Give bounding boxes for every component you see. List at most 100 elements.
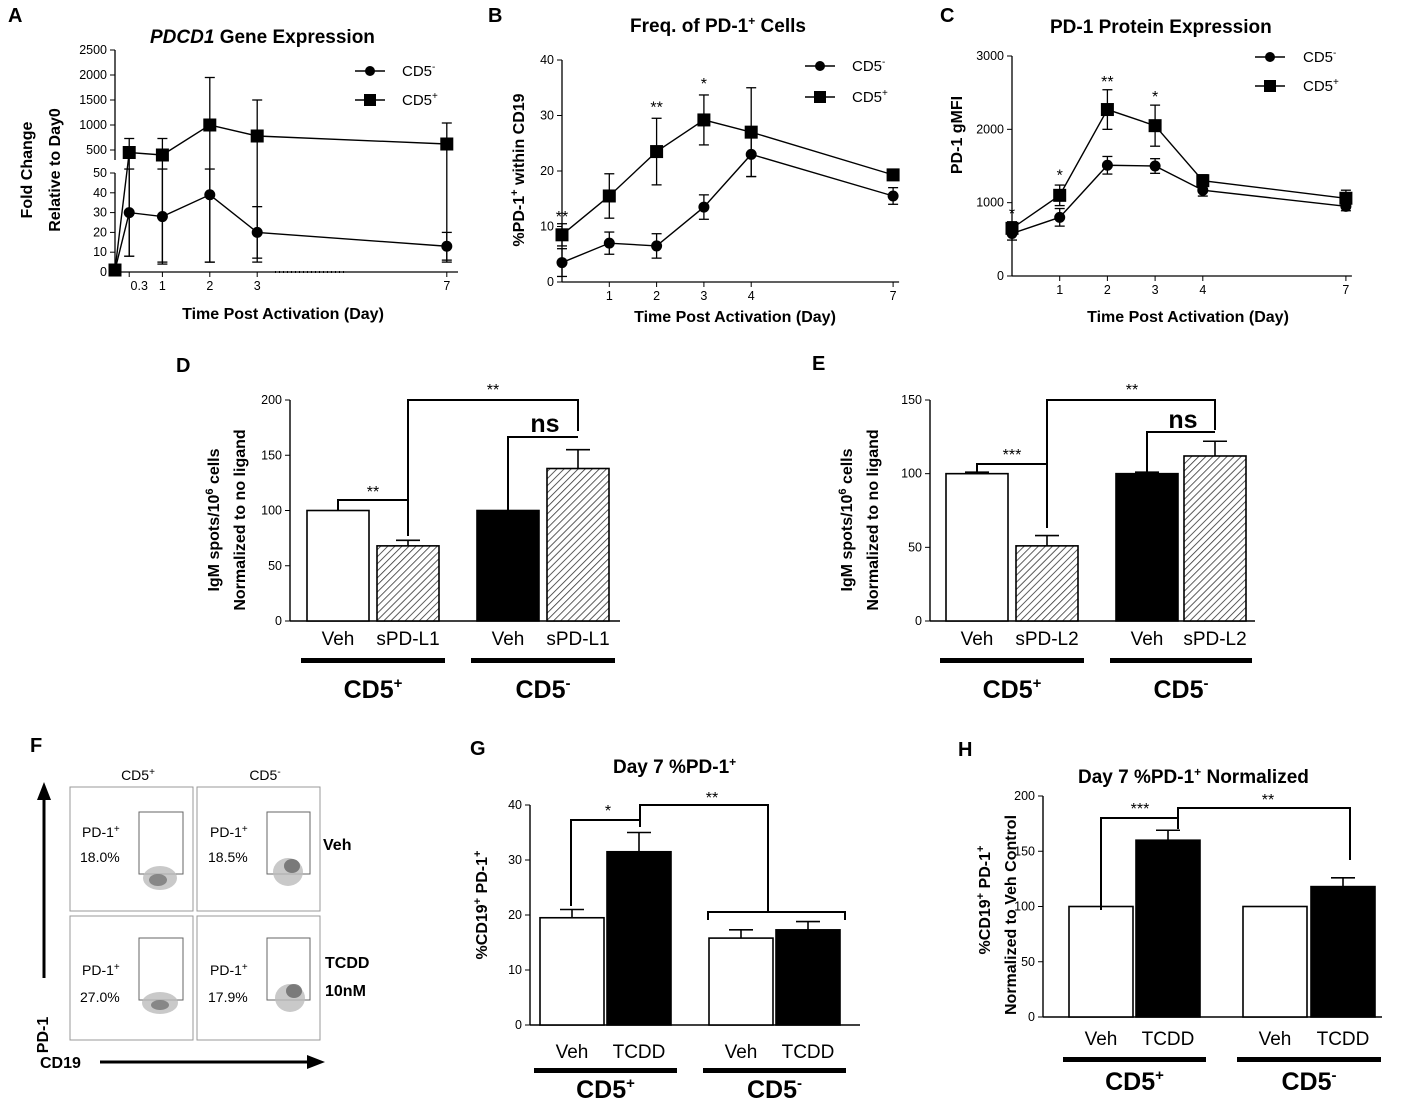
flow-plot-cd5-neg-veh: PD-1+ 18.5%	[196, 786, 321, 912]
panel-c-xlabel: Time Post Activation (Day)	[1087, 309, 1289, 326]
flow-gate-label: PD-1+	[210, 824, 248, 840]
category-label: Veh	[1259, 1029, 1292, 1050]
data-point	[1148, 119, 1162, 133]
data-point	[1339, 191, 1353, 205]
y-tick-label: 500	[86, 143, 107, 157]
y-tick-label: 200	[1014, 789, 1035, 803]
x-tick-label: 0.3	[131, 279, 148, 293]
panel-label-h: H	[958, 739, 972, 761]
flow-y-arrowhead	[37, 782, 51, 800]
category-label: Veh	[322, 629, 355, 650]
y-tick-label: 0	[275, 614, 282, 628]
panel-label-b: B	[488, 5, 502, 27]
y-tick-label: 2000	[976, 122, 1004, 136]
data-point	[1197, 184, 1209, 196]
y-tick-label: 1500	[79, 93, 107, 107]
significance-bracket	[1046, 399, 1216, 464]
legend-circle-marker	[815, 61, 825, 71]
flow-gate	[138, 937, 184, 1001]
category-label: Veh	[1131, 629, 1164, 650]
panel-d-plot: 0 50 100 150 200 Veh sPD-L1 Veh sPD-L1 CD5+ CD5- **…	[261, 382, 620, 704]
flow-plot-cd5-neg-tcdd: PD-1+ 17.9%	[196, 915, 321, 1041]
y-tick-label: 20	[93, 225, 107, 239]
group-underline	[301, 658, 445, 663]
x-tick-label: 1	[1056, 283, 1063, 297]
flow-y-axis-label: PD-1	[35, 1017, 52, 1054]
group-label: CD5+	[576, 1075, 635, 1101]
x-tick-label: 2	[653, 289, 660, 303]
data-point	[650, 145, 664, 159]
panel-label-e: E	[812, 353, 825, 375]
data-point	[1100, 103, 1114, 117]
flow-gate	[138, 811, 184, 875]
bar-1	[539, 916, 605, 1026]
x-tick-label: 4	[748, 289, 755, 303]
y-tick-label: 0	[100, 265, 107, 279]
significance-bracket	[407, 399, 579, 500]
significance-label: ns	[1168, 406, 1197, 434]
y-tick-label: 10	[540, 220, 554, 234]
y-tick-label: 150	[1014, 844, 1035, 858]
panel-d-ylabel-2: Normalized to no ligand	[232, 429, 249, 610]
category-label: Veh	[556, 1042, 589, 1063]
y-tick-label: 100	[901, 467, 922, 481]
panel-g-title: Day 7 %PD-1+	[613, 755, 736, 778]
data-point	[250, 129, 264, 143]
bar-4	[1310, 885, 1376, 1018]
y-tick-label: 0	[1028, 1010, 1035, 1024]
data-point	[651, 240, 663, 252]
significance-label: **	[556, 209, 568, 226]
y-tick-label: 30	[508, 853, 522, 867]
y-tick-label: 200	[261, 393, 282, 407]
x-tick-label: 1	[159, 279, 166, 293]
group-label: CD5-	[1153, 675, 1208, 704]
panel-c-title: PD-1 Protein Expression	[1050, 17, 1272, 38]
flow-plot-cd5-pos-tcdd: PD-1+ 27.0%	[69, 915, 194, 1041]
flow-row-label-dose: 10nM	[325, 983, 366, 1000]
bar-4	[546, 467, 610, 622]
y-tick-label: 40	[508, 798, 522, 812]
significance-label: **	[367, 484, 379, 501]
legend-cd5-pos: CD5+	[852, 88, 888, 106]
legend-cd5-pos: CD5+	[402, 91, 438, 109]
series-line-1	[561, 119, 894, 236]
panel-d: D IgM spots/106 cells Normalized to no l…	[176, 355, 620, 704]
group-underline	[534, 1068, 677, 1073]
flow-plot-cd5-pos-veh: PD-1+ 18.0%	[69, 786, 194, 912]
category-label: TCDD	[1142, 1029, 1195, 1050]
panel-b-legend: CD5- CD5+	[805, 57, 888, 106]
panel-c-legend: CD5- CD5+	[1255, 48, 1339, 95]
y-tick-label: 20	[540, 164, 554, 178]
category-label: TCDD	[782, 1042, 835, 1063]
significance-label: ***	[1003, 447, 1022, 464]
category-label: sPD-L2	[1183, 629, 1246, 650]
significance-label: **	[706, 790, 718, 807]
category-label: sPD-L1	[546, 629, 609, 650]
flow-col-header-cd5-pos: CD5+	[121, 767, 155, 783]
y-tick-label: 40	[93, 186, 107, 200]
x-tick-label: 1	[606, 289, 613, 303]
legend-circle-marker	[1265, 52, 1275, 62]
y-tick-label: 0	[915, 614, 922, 628]
y-tick-label: 10	[508, 963, 522, 977]
y-tick-label: 2500	[79, 43, 107, 57]
significance-label: *	[701, 76, 707, 93]
x-tick-label: 7	[443, 279, 450, 293]
category-label: Veh	[492, 629, 525, 650]
legend-cd5-neg: CD5-	[402, 62, 435, 80]
data-point	[155, 148, 169, 162]
group-underline	[940, 658, 1084, 663]
significance-label: **	[1262, 792, 1274, 809]
data-point	[744, 125, 758, 139]
panel-h-title: Day 7 %PD-1+ Normalized	[1078, 765, 1309, 788]
group-underline	[1110, 658, 1252, 663]
panel-b-title: Freq. of PD-1+ Cells	[630, 14, 806, 37]
panel-label-f: F	[30, 735, 42, 757]
panel-g: G Day 7 %PD-1+ %CD19+ PD-1+ 0 10 20 30 40 Veh…	[470, 738, 860, 1101]
bar-1	[306, 509, 370, 622]
legend-square-marker	[364, 94, 376, 106]
category-label: sPD-L1	[376, 629, 439, 650]
panel-a-ylabel-2: Relative to Day0	[47, 108, 64, 232]
y-tick-label: 50	[93, 166, 107, 180]
